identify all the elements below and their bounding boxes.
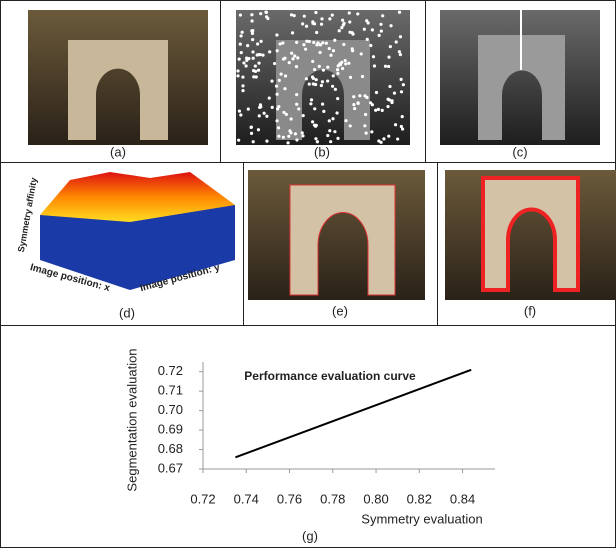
plot-3d: Symmetry affinity Image position: x Imag…	[16, 172, 235, 294]
panel-caption: (f)	[524, 303, 536, 318]
panel-caption: (d)	[119, 305, 135, 320]
x-tick-label: 0.72	[190, 491, 215, 506]
x-tick-label: 0.80	[363, 491, 388, 506]
y-tick-label: 0.68	[158, 441, 183, 456]
y-tick-label: 0.70	[158, 402, 183, 417]
y-tick-label: 0.71	[158, 383, 183, 398]
z-axis-label: Symmetry affinity	[16, 177, 39, 253]
x-tick-label: 0.74	[234, 491, 259, 506]
panel-caption: (b)	[314, 144, 330, 159]
figure: Symmetry affinity Image position: x Imag…	[0, 0, 616, 548]
photo-b	[236, 10, 410, 145]
panel-caption: (c)	[512, 144, 527, 159]
panel-caption: (a)	[110, 144, 126, 159]
y-tick-label: 0.72	[158, 363, 183, 378]
photo-c	[440, 10, 600, 145]
photo-a	[28, 10, 208, 145]
panel-caption: (g)	[302, 528, 318, 543]
y-axis-title: Segmentation evaluation	[124, 348, 139, 491]
x-axis-title: Symmetry evaluation	[361, 511, 482, 526]
x-tick-label: 0.76	[277, 491, 302, 506]
photo-f	[445, 170, 616, 300]
photo-e	[248, 170, 425, 300]
cell-border	[1, 326, 616, 548]
x-tick-label: 0.82	[407, 491, 432, 506]
y-tick-label: 0.69	[158, 422, 183, 437]
panel-caption: (e)	[332, 303, 348, 318]
x-tick-label: 0.78	[320, 491, 345, 506]
x-tick-label: 0.84	[450, 491, 475, 506]
chart-title: Performance evaluation curve	[244, 369, 416, 383]
y-tick-label: 0.67	[158, 460, 183, 475]
